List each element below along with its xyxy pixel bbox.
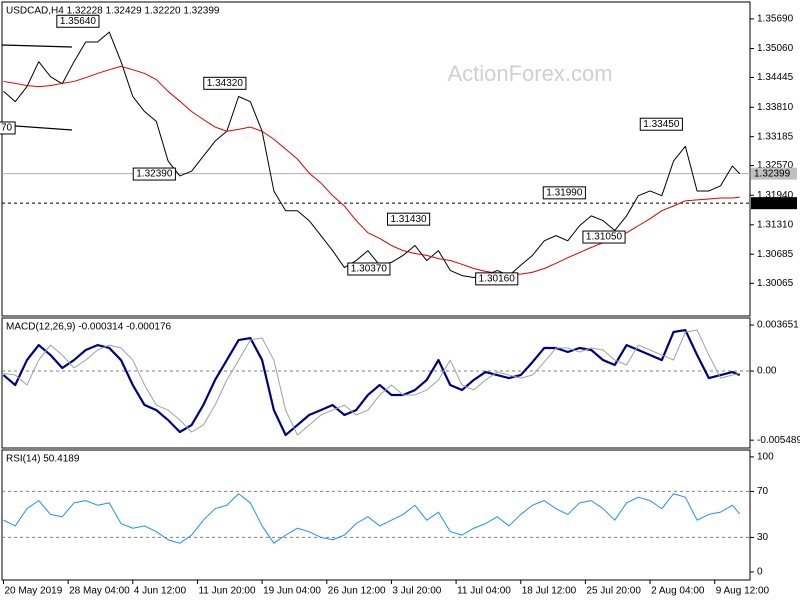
panel-title: MACD(12,26,9) -0.000314 -0.000176 xyxy=(6,322,172,333)
series-line xyxy=(3,31,741,278)
series-line xyxy=(2,328,741,437)
y-tick-label: 1.35060 xyxy=(757,43,794,54)
annotation-box xyxy=(475,272,519,286)
x-tick-label: 11 Jun 20:00 xyxy=(198,586,256,597)
y-tick-label: 1.33185 xyxy=(757,131,794,142)
x-tick-label: 26 Jun 12:00 xyxy=(328,586,386,597)
panel-title: USDCAD,H4 1.32228 1.32429 1.32220 1.3239… xyxy=(6,6,220,17)
x-tick-label: 19 Jun 04:00 xyxy=(263,586,321,597)
rsi-frame xyxy=(1,449,751,581)
annotation-box xyxy=(542,186,586,200)
annotation-label: 1.32390 xyxy=(136,169,173,180)
y-tick-label: 1.35690 xyxy=(757,14,794,25)
macd-frame xyxy=(1,317,751,449)
annotation-label: 1.31050 xyxy=(586,232,623,243)
y-tick-label: 1.30065 xyxy=(757,278,794,289)
x-tick-label: 20 May 2019 xyxy=(4,586,62,597)
annotation-label: 70 xyxy=(1,123,13,134)
x-tick-label: 25 Jul 20:00 xyxy=(586,586,641,597)
y-tick-label: 0.00 xyxy=(757,366,777,377)
y-tick-label: 1.34445 xyxy=(757,72,794,83)
x-tick-label: 4 Jun 12:00 xyxy=(134,586,187,597)
annotation-box xyxy=(386,212,431,226)
series-line xyxy=(3,493,741,544)
annotation-label: 1.30370 xyxy=(351,264,388,275)
y-tick-label: 1.31940 xyxy=(757,190,794,201)
y-tick-label: 70 xyxy=(757,486,769,497)
price-label: 1.32399 xyxy=(754,168,791,179)
watermark: ActionForex.com xyxy=(447,61,612,86)
x-tick-label: 9 Aug 12:00 xyxy=(716,586,770,597)
y-tick-label: 1.31310 xyxy=(757,219,794,230)
annotation-label: 1.31430 xyxy=(390,214,427,225)
y-tick-label: 0.003651 xyxy=(757,320,799,331)
price-label: 1.31770 xyxy=(754,198,791,209)
annotation-box xyxy=(56,14,100,28)
x-tick-label: 3 Jul 20:00 xyxy=(392,586,441,597)
y-tick-label: 30 xyxy=(757,532,769,543)
trend-line xyxy=(1,44,73,48)
y-tick-label: 1.32570 xyxy=(757,160,794,171)
annotation-box xyxy=(347,262,391,276)
annotation-label: 1.30160 xyxy=(479,274,516,285)
annotation-box xyxy=(132,167,176,181)
annotation-box xyxy=(0,121,16,135)
y-tick-label: 100 xyxy=(757,452,774,463)
annotation-label: 1.31990 xyxy=(546,187,583,198)
annotation-label: 1.33450 xyxy=(643,119,680,130)
annotation-box xyxy=(203,76,247,90)
annotation-label: 1.34320 xyxy=(207,78,244,89)
price-label-box xyxy=(751,167,797,180)
y-tick-label: 0 xyxy=(757,567,763,578)
y-tick-label: 1.33810 xyxy=(757,102,794,113)
annotation-label: 1.35640 xyxy=(60,16,97,27)
x-tick-label: 2 Aug 04:00 xyxy=(651,586,705,597)
y-tick-label: -0.005489 xyxy=(757,435,800,446)
price-frame xyxy=(1,1,751,317)
annotation-box xyxy=(639,117,683,131)
x-tick-label: 11 Jul 04:00 xyxy=(457,586,511,597)
panel-title: RSI(14) 50.4189 xyxy=(6,454,80,465)
price-label-box xyxy=(751,197,797,210)
x-tick-label: 28 May 04:00 xyxy=(69,586,130,597)
y-tick-label: 1.30685 xyxy=(757,249,794,260)
annotation-box xyxy=(582,230,626,244)
series-line xyxy=(3,329,740,436)
x-tick-label: 18 Jul 12:00 xyxy=(522,586,577,597)
